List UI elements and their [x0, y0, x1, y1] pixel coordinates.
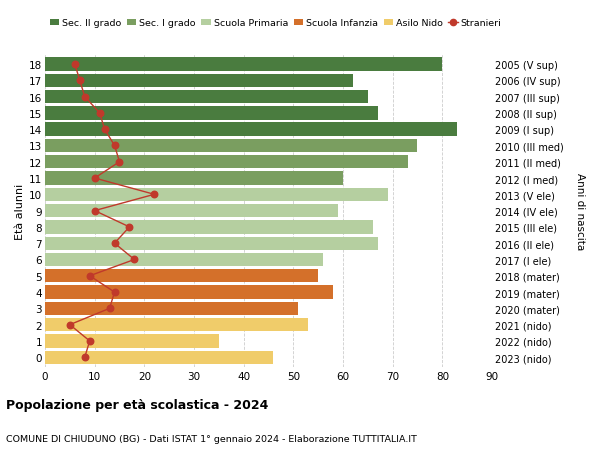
Point	[105, 305, 115, 312]
Text: Popolazione per età scolastica - 2024: Popolazione per età scolastica - 2024	[6, 398, 268, 411]
Bar	[45, 123, 457, 136]
Bar	[45, 253, 323, 267]
Point	[65, 321, 74, 329]
Point	[70, 61, 80, 68]
Bar	[45, 221, 373, 234]
Bar	[45, 188, 388, 202]
Point	[95, 110, 104, 117]
Bar	[45, 302, 298, 315]
Bar	[45, 140, 418, 153]
Legend: Sec. II grado, Sec. I grado, Scuola Primaria, Scuola Infanzia, Asilo Nido, Stran: Sec. II grado, Sec. I grado, Scuola Prim…	[50, 19, 502, 28]
Text: COMUNE DI CHIUDUNO (BG) - Dati ISTAT 1° gennaio 2024 - Elaborazione TUTTITALIA.I: COMUNE DI CHIUDUNO (BG) - Dati ISTAT 1° …	[6, 434, 417, 443]
Bar	[45, 286, 333, 299]
Bar	[45, 58, 442, 72]
Point	[149, 191, 159, 199]
Bar	[45, 91, 368, 104]
Point	[100, 126, 109, 134]
Point	[85, 273, 95, 280]
Point	[110, 142, 119, 150]
Point	[75, 78, 85, 85]
Y-axis label: Età alunni: Età alunni	[15, 183, 25, 239]
Bar	[45, 107, 378, 120]
Point	[125, 224, 134, 231]
Y-axis label: Anni di nascita: Anni di nascita	[575, 173, 584, 250]
Bar	[45, 269, 318, 283]
Point	[85, 337, 95, 345]
Point	[110, 240, 119, 247]
Bar	[45, 156, 407, 169]
Point	[90, 175, 100, 182]
Point	[90, 207, 100, 215]
Bar	[45, 237, 378, 250]
Bar	[45, 74, 353, 88]
Bar	[45, 318, 308, 331]
Point	[80, 354, 89, 361]
Bar	[45, 172, 343, 185]
Bar	[45, 335, 219, 348]
Point	[80, 94, 89, 101]
Point	[115, 159, 124, 166]
Point	[130, 256, 139, 263]
Bar	[45, 204, 338, 218]
Bar	[45, 351, 274, 364]
Point	[110, 289, 119, 296]
